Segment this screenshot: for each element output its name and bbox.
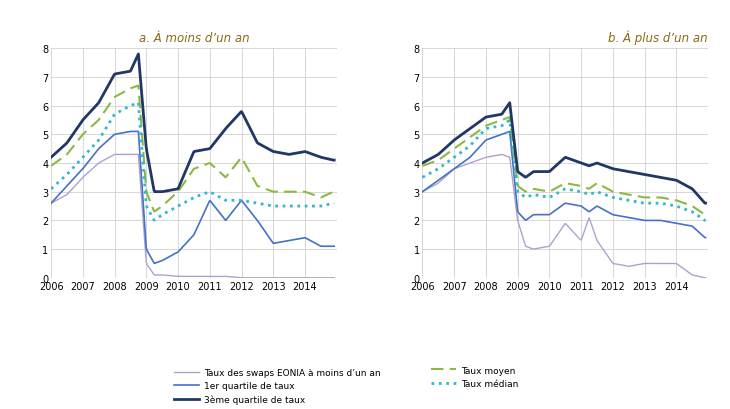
Text: b. À plus d’un an: b. À plus d’un an [609,31,708,45]
Legend: Taux des swaps EONIA à moins d’un an, 1er quartile de taux, 3ème quartile de tau: Taux des swaps EONIA à moins d’un an, 1e… [174,368,380,405]
Legend: Taux moyen, Taux médian: Taux moyen, Taux médian [431,366,518,388]
Title: a. À moins d’un an: a. À moins d’un an [139,32,249,45]
